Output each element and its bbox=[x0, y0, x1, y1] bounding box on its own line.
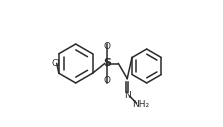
Text: O: O bbox=[104, 42, 111, 51]
Text: S: S bbox=[103, 59, 111, 68]
Text: N: N bbox=[124, 91, 131, 100]
Text: NH₂: NH₂ bbox=[132, 100, 149, 109]
Text: Cl: Cl bbox=[52, 59, 60, 68]
Text: O: O bbox=[104, 76, 111, 85]
